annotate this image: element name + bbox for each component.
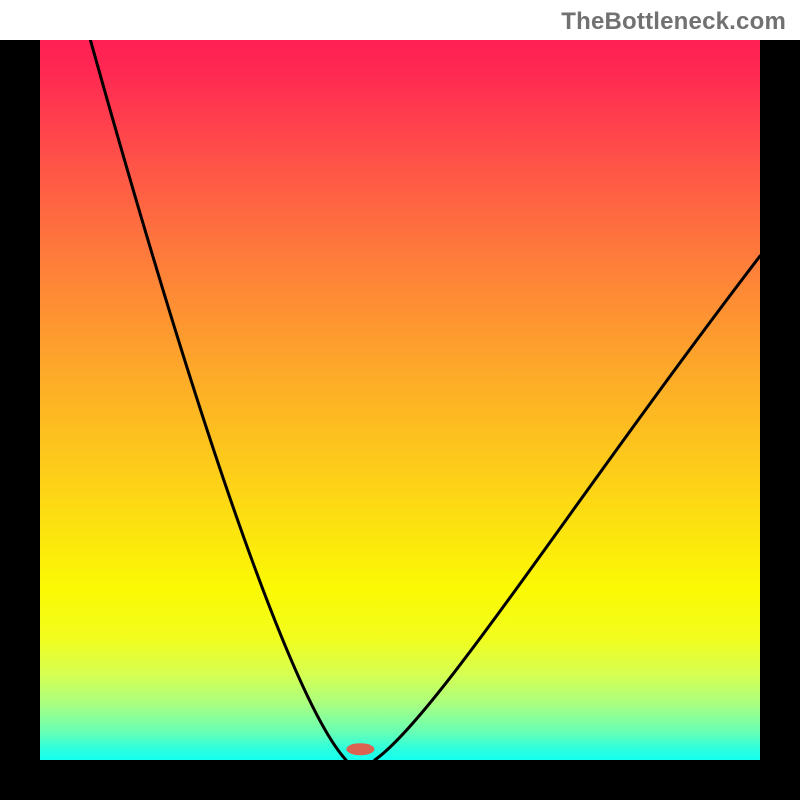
bottleneck-chart bbox=[0, 0, 800, 800]
frame-bottom bbox=[0, 760, 800, 800]
watermark-text: TheBottleneck.com bbox=[561, 8, 786, 36]
frame-right bbox=[760, 40, 800, 800]
frame-left bbox=[0, 40, 40, 800]
optimal-marker bbox=[346, 743, 374, 755]
chart-container: TheBottleneck.com bbox=[0, 0, 800, 800]
